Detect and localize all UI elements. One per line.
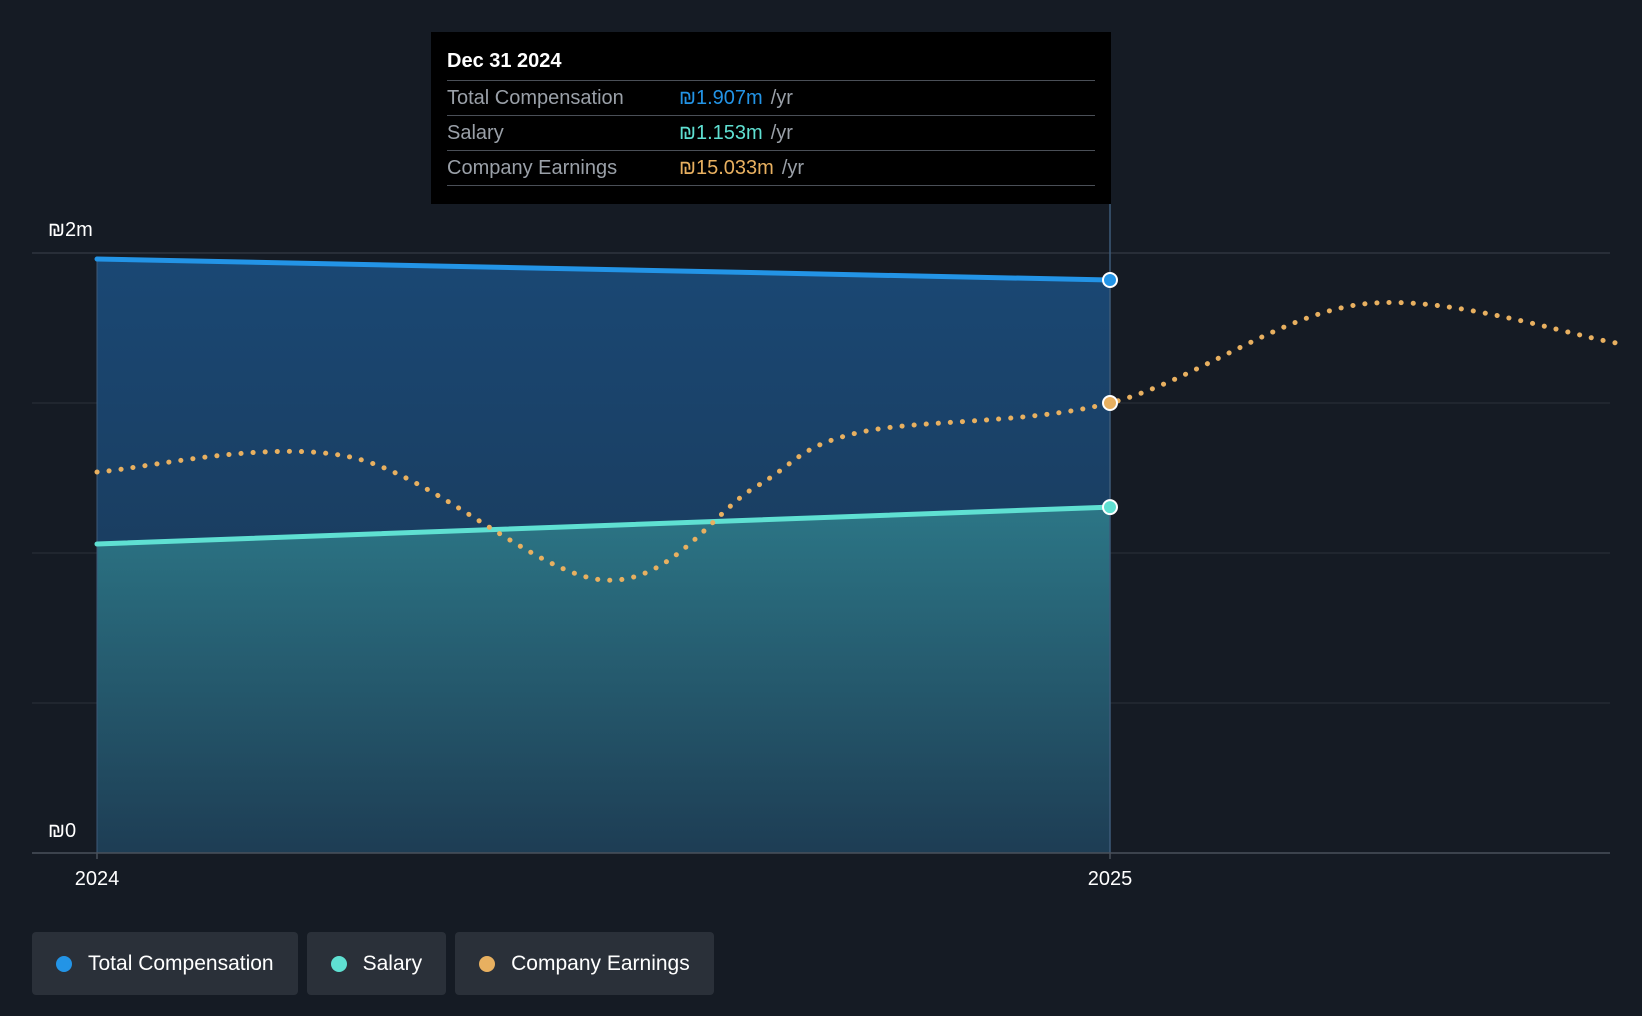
x-tick-label: 2025 [1088,868,1133,890]
tooltip-date: Dec 31 2024 [447,46,1095,81]
legend-item-total-compensation[interactable]: Total Compensation [32,932,298,995]
legend-dot-icon [479,955,496,972]
legend-item-company-earnings[interactable]: Company Earnings [455,932,714,995]
salary-area [97,507,1110,853]
tooltip-label: Company Earnings [447,157,618,179]
tooltip-row-salary: Salary ₪1.153m /yr [447,116,1095,151]
series-areas [96,204,1111,853]
tooltip-unit: /yr [781,157,805,179]
tooltip-unit: /yr [770,87,793,109]
tooltip-row-company-earnings: Company Earnings ₪15.033m /yr [447,151,1095,186]
legend-label: Company Earnings [511,951,690,975]
tooltip-value: ₪1.153m [679,122,763,144]
legend-label: Salary [362,951,423,975]
legend-dot-icon [330,955,347,972]
legend-dot-icon [56,955,72,972]
y-tick-label: ₪2m [48,219,93,241]
tooltip-label: Salary [447,122,504,144]
salary-line [94,504,1113,547]
tooltip: Dec 31 2024 Total Compensation ₪1.907m /… [431,32,1111,204]
x-tick-label: 2024 [75,868,120,890]
y-tick-label: ₪0 [48,820,76,842]
legend: Total Compensation Salary Company Earnin… [32,932,714,995]
axes: ₪2m ₪0 2024 2025 [32,219,1610,890]
series-markers [1102,272,1118,516]
series-lines [94,256,1619,583]
total-compensation-marker [1102,272,1118,288]
tooltip-row-total-compensation: Total Compensation ₪1.907m /yr [447,81,1095,116]
legend-item-salary[interactable]: Salary [306,932,447,995]
company-earnings-marker [1102,395,1118,411]
tooltip-label: Total Compensation [447,87,624,109]
tooltip-unit: /yr [770,122,793,144]
tooltip-value: ₪15.033m [679,157,774,179]
legend-label: Total Compensation [88,951,274,975]
tooltip-value: ₪1.907m [679,87,763,109]
total-compensation-line [94,256,1113,283]
salary-marker [1102,499,1118,516]
